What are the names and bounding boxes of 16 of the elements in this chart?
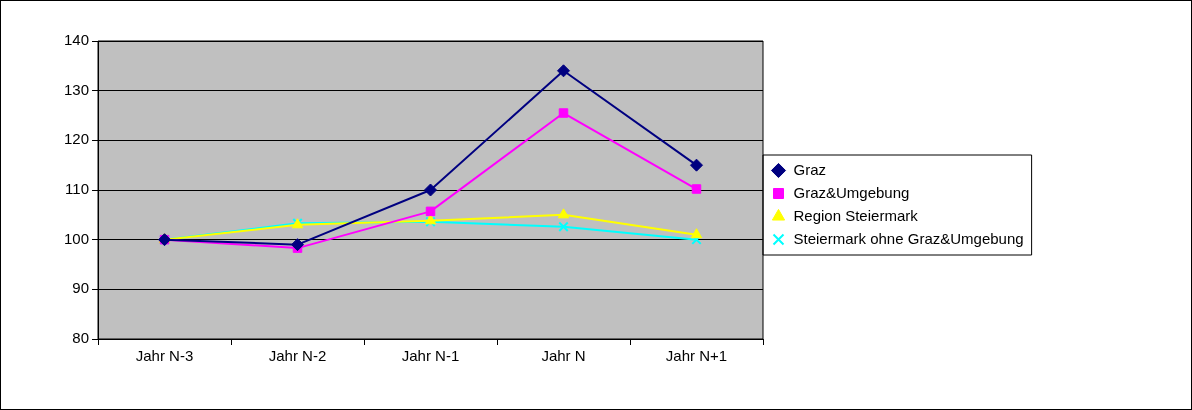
legend-label: Steiermark ohne Graz&Umgebung	[793, 229, 1024, 247]
x-tick-label: Jahr N+1	[665, 347, 728, 365]
legend-label: Graz	[793, 160, 827, 178]
x-tick-label: Jahr N-2	[268, 347, 327, 365]
y-tick-label: 90	[72, 279, 90, 297]
y-tick-label: 120	[64, 130, 90, 148]
y-tick-label: 100	[64, 229, 90, 247]
y-tick-label: 80	[72, 329, 90, 347]
y-tick-label: 130	[64, 80, 90, 98]
legend-label: Graz&Umgebung	[793, 183, 910, 201]
y-tick-label: 140	[64, 31, 90, 49]
y-tick-label: 110	[65, 180, 90, 198]
legend-label: Region Steiermark	[793, 206, 919, 224]
x-tick-label: Jahr N-3	[135, 347, 194, 365]
x-tick-label: Jahr N	[541, 347, 586, 365]
x-tick-label: Jahr N-1	[401, 347, 460, 365]
